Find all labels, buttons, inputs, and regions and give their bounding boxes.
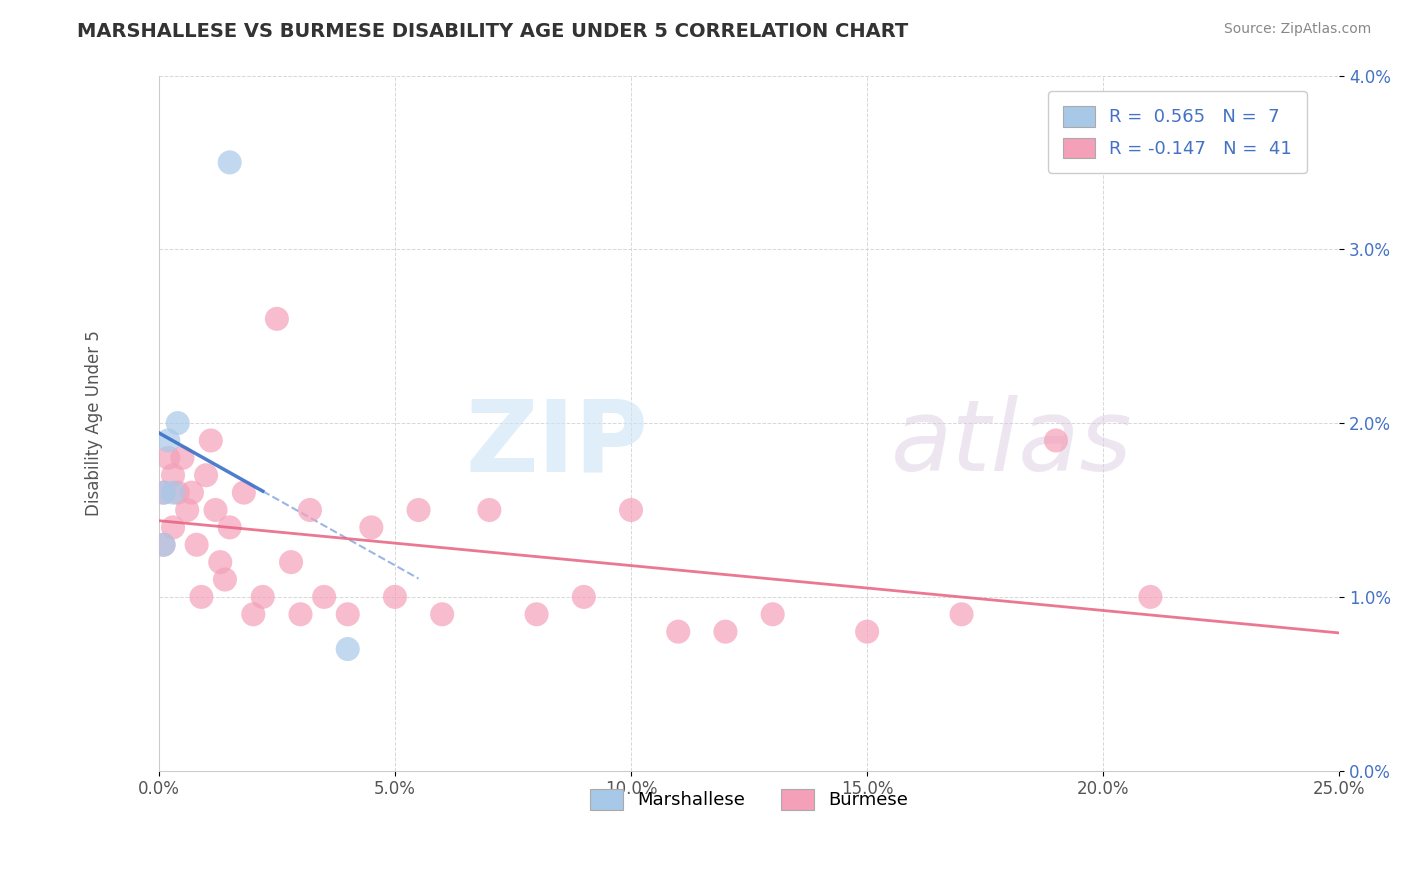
Point bbox=[526, 607, 548, 622]
Point bbox=[298, 503, 321, 517]
Point bbox=[266, 311, 288, 326]
Point bbox=[430, 607, 453, 622]
Point bbox=[195, 468, 218, 483]
Text: atlas: atlas bbox=[891, 395, 1132, 492]
Point bbox=[856, 624, 879, 639]
Point bbox=[714, 624, 737, 639]
Point bbox=[280, 555, 302, 569]
Point bbox=[336, 642, 359, 657]
Point bbox=[157, 450, 180, 465]
Point bbox=[666, 624, 689, 639]
Text: MARSHALLESE VS BURMESE DISABILITY AGE UNDER 5 CORRELATION CHART: MARSHALLESE VS BURMESE DISABILITY AGE UN… bbox=[77, 22, 908, 41]
Point bbox=[336, 607, 359, 622]
Point bbox=[204, 503, 226, 517]
Point bbox=[166, 485, 188, 500]
Point bbox=[360, 520, 382, 534]
Point bbox=[214, 573, 236, 587]
Point bbox=[152, 538, 174, 552]
Point bbox=[200, 434, 222, 448]
Point bbox=[572, 590, 595, 604]
Point bbox=[172, 450, 194, 465]
Point bbox=[162, 485, 184, 500]
Point bbox=[762, 607, 785, 622]
Legend: Marshallese, Burmese: Marshallese, Burmese bbox=[575, 774, 922, 824]
Point bbox=[218, 155, 240, 169]
Point bbox=[478, 503, 501, 517]
Point bbox=[152, 485, 174, 500]
Point bbox=[620, 503, 643, 517]
Point bbox=[152, 538, 174, 552]
Point bbox=[190, 590, 212, 604]
Y-axis label: Disability Age Under 5: Disability Age Under 5 bbox=[86, 330, 103, 516]
Point bbox=[408, 503, 430, 517]
Point bbox=[232, 485, 254, 500]
Point bbox=[252, 590, 274, 604]
Point bbox=[186, 538, 208, 552]
Point bbox=[162, 468, 184, 483]
Point bbox=[290, 607, 312, 622]
Point bbox=[1045, 434, 1067, 448]
Point bbox=[180, 485, 202, 500]
Point bbox=[1139, 590, 1161, 604]
Point bbox=[176, 503, 198, 517]
Point bbox=[314, 590, 336, 604]
Point bbox=[166, 416, 188, 430]
Point bbox=[384, 590, 406, 604]
Point bbox=[162, 520, 184, 534]
Text: Source: ZipAtlas.com: Source: ZipAtlas.com bbox=[1223, 22, 1371, 37]
Point bbox=[157, 434, 180, 448]
Point bbox=[152, 485, 174, 500]
Point bbox=[950, 607, 973, 622]
Point bbox=[218, 520, 240, 534]
Point bbox=[242, 607, 264, 622]
Text: ZIP: ZIP bbox=[465, 395, 648, 492]
Point bbox=[209, 555, 232, 569]
